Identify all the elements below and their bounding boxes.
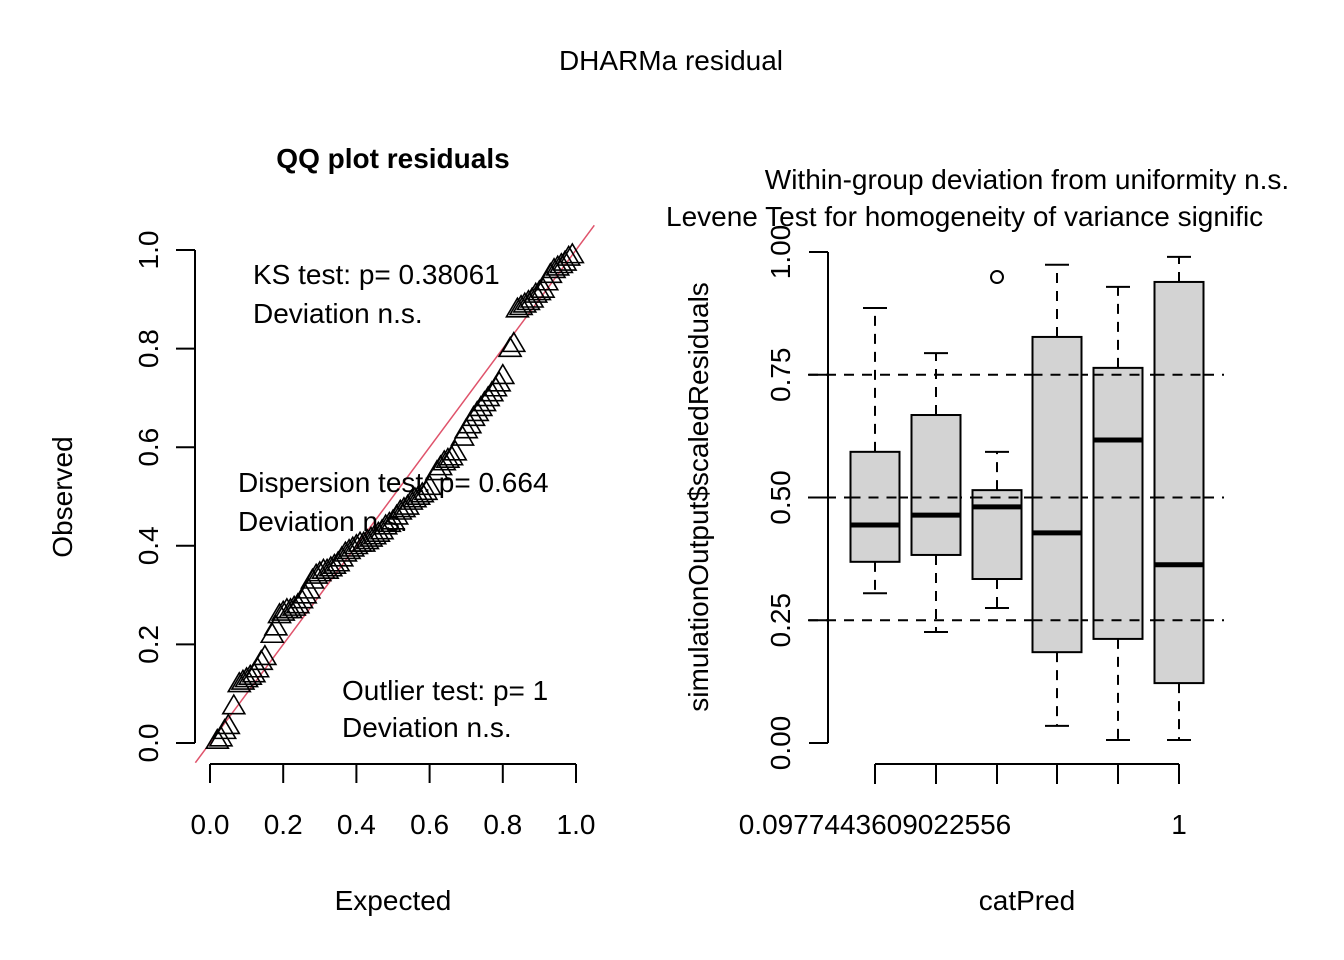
outlier-deviation-label: Deviation n.s. xyxy=(342,712,512,743)
box-y-tick-label: 0.00 xyxy=(765,716,796,771)
qq-point xyxy=(237,663,263,685)
box-y-tick-label: 0.50 xyxy=(765,470,796,525)
box xyxy=(1092,366,1144,640)
qq-point xyxy=(322,552,347,575)
box xyxy=(910,414,962,556)
qq-point xyxy=(417,474,442,496)
qq-point xyxy=(376,511,402,533)
qq-point xyxy=(457,412,483,434)
box-ylabel: simulationOutput$scaledResiduals xyxy=(683,282,714,712)
box-x-tick-label: 0.0977443609022556 xyxy=(739,809,1012,840)
qq-point xyxy=(435,446,461,469)
box-group xyxy=(910,352,962,634)
qq-x-tick-label: 0.6 xyxy=(410,809,449,840)
boxplot: Within-group deviation from uniformity n… xyxy=(666,164,1289,916)
qq-point xyxy=(442,439,468,461)
outlier-test-label: Outlier test: p= 1 xyxy=(342,675,548,706)
qq-y-tick-label: 1.0 xyxy=(133,231,164,270)
qq-y-tick-label: 0.8 xyxy=(133,329,164,368)
qq-point xyxy=(409,481,435,503)
dispersion-test-label: Dispersion test: p= 0.664 xyxy=(238,467,549,498)
box-title-line1: Within-group deviation from uniformity n… xyxy=(765,164,1289,195)
box-y-tick-label: 0.75 xyxy=(765,348,796,403)
qq-point xyxy=(263,614,289,636)
qq-x-tick-label: 0.2 xyxy=(264,809,303,840)
box-group xyxy=(1031,263,1083,727)
qq-point xyxy=(508,294,534,316)
qq-point xyxy=(358,525,384,547)
main-title: DHARMa residual xyxy=(559,45,783,76)
box-title-line2: Levene Test for homogeneity of variance … xyxy=(666,201,1263,232)
qq-xlabel: Expected xyxy=(335,885,452,916)
box-x-tick-label: 1 xyxy=(1171,809,1187,840)
box xyxy=(849,450,901,563)
box-y-tick-label: 0.25 xyxy=(765,593,796,648)
qq-y-tick-label: 0.4 xyxy=(133,526,164,565)
qq-x-tick-label: 0.0 xyxy=(191,809,230,840)
qq-point xyxy=(281,594,307,616)
qq-title: QQ plot residuals xyxy=(276,143,509,174)
qq-point xyxy=(556,244,582,266)
dispersion-deviation-label: Deviation n.s. xyxy=(238,506,408,537)
box-xlabel: catPred xyxy=(979,885,1076,916)
qq-point xyxy=(490,363,516,385)
qq-point xyxy=(559,242,585,264)
qq-point xyxy=(501,331,527,353)
box-group xyxy=(849,306,901,595)
qq-ylabel: Observed xyxy=(47,436,78,557)
qq-point xyxy=(252,644,278,666)
qq-y-tick-label: 0.6 xyxy=(133,428,164,467)
qq-plot: QQ plot residuals Expected Observed 0.0 0… xyxy=(47,143,595,916)
outlier-point xyxy=(990,270,1004,285)
box xyxy=(971,489,1023,581)
qq-point xyxy=(215,713,241,735)
qq-point xyxy=(402,486,428,508)
ks-deviation-label: Deviation n.s. xyxy=(253,298,423,329)
qq-point xyxy=(541,257,567,279)
qq-x-tick-label: 0.8 xyxy=(483,809,522,840)
qq-x-tick-label: 0.4 xyxy=(337,809,376,840)
box-y-tick-label: 1.00 xyxy=(765,225,796,280)
qq-y-tick-label: 0.2 xyxy=(133,625,164,664)
box-group xyxy=(1153,255,1205,742)
ks-test-label: KS test: p= 0.38061 xyxy=(253,259,500,290)
qq-point xyxy=(230,668,256,690)
qq-y-tick-label: 0.0 xyxy=(133,724,164,763)
qq-x-tick-label: 1.0 xyxy=(557,809,596,840)
qq-point xyxy=(314,557,340,579)
qq-point xyxy=(523,281,549,303)
box xyxy=(1031,335,1083,654)
box xyxy=(1153,280,1205,685)
box-group xyxy=(971,270,1023,609)
qq-point xyxy=(259,621,285,644)
qq-point xyxy=(221,693,247,715)
box-group xyxy=(1092,285,1144,742)
